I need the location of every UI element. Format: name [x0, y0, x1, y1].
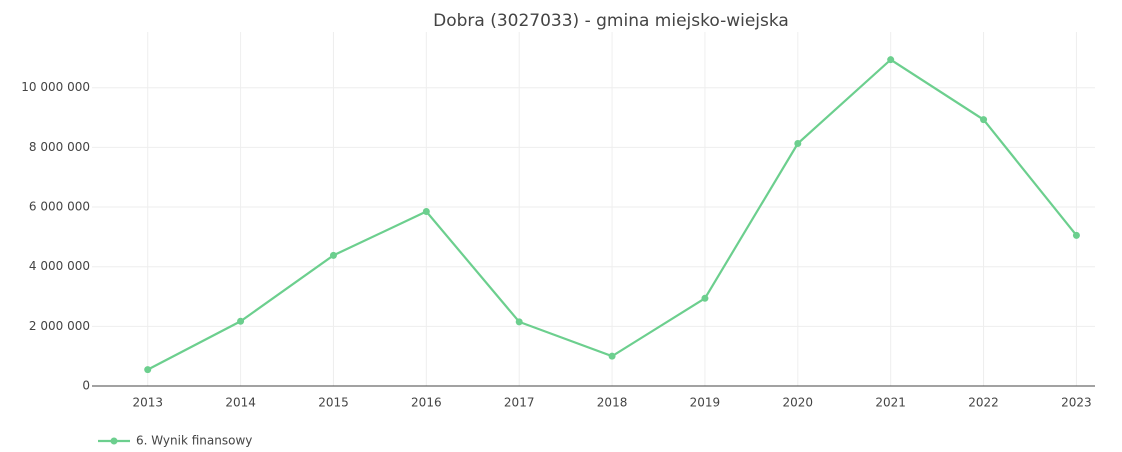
x-tick-label: 2019 [690, 396, 721, 410]
point [701, 294, 709, 302]
x-tick-label: 2013 [132, 396, 163, 410]
y-tick-label: 4 000 000 [29, 259, 90, 273]
x-tick-label: 2015 [318, 396, 349, 410]
x-tick-label: 2016 [411, 396, 442, 410]
y-tick-label: 6 000 000 [29, 200, 90, 214]
point [422, 208, 430, 216]
y-tick-label: 2 000 000 [29, 319, 90, 333]
point [608, 352, 616, 360]
x-tick-label: 2018 [597, 396, 628, 410]
x-tick-label: 2021 [875, 396, 906, 410]
point [237, 317, 245, 325]
point [794, 140, 802, 148]
point [980, 116, 988, 124]
x-tick-label: 2014 [225, 396, 256, 410]
x-tick-label: 2017 [504, 396, 535, 410]
point [1072, 231, 1080, 239]
legend-label: 6. Wynik finansowy [136, 434, 252, 448]
point [515, 318, 523, 326]
chart-title: Dobra (3027033) - gmina miejsko-wiejska [433, 11, 789, 31]
point [329, 251, 337, 259]
x-tick-label: 2020 [783, 396, 814, 410]
legend-marker [110, 437, 118, 445]
x-tick-label: 2023 [1061, 396, 1092, 410]
x-tick-label: 2022 [968, 396, 999, 410]
y-tick-label: 10 000 000 [21, 80, 90, 94]
y-tick-label: 0 [82, 379, 90, 393]
point [144, 366, 152, 374]
point [887, 56, 895, 64]
y-tick-label: 8 000 000 [29, 140, 90, 154]
